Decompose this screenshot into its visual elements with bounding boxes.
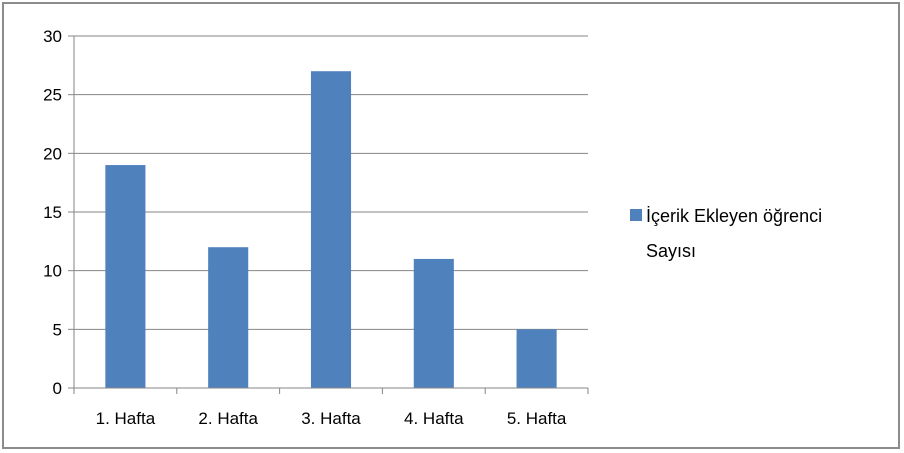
legend-swatch <box>630 209 642 221</box>
bar <box>105 165 146 388</box>
x-tick-labels: 1. Hafta 2. Hafta 3. Hafta 4. Hafta 5. Hafta <box>96 409 567 428</box>
y-tick-label: 10 <box>43 262 62 281</box>
y-tick-label: 20 <box>43 144 62 163</box>
legend: İçerik Ekleyen öğrenci Sayısı <box>630 206 822 261</box>
y-tick-label: 25 <box>43 86 62 105</box>
x-tick-label: 2. Hafta <box>198 409 258 428</box>
x-tick-label: 3. Hafta <box>301 409 361 428</box>
legend-label-line-2: Sayısı <box>646 241 696 261</box>
y-tick-label: 15 <box>43 203 62 222</box>
y-tick-label: 5 <box>53 320 62 339</box>
legend-label-line-1: İçerik Ekleyen öğrenci <box>646 206 822 226</box>
bar <box>413 258 454 388</box>
x-tick-label: 5. Hafta <box>507 409 567 428</box>
y-tick-label: 0 <box>53 379 62 398</box>
y-tick-labels: 0 5 10 15 20 25 30 <box>43 27 62 398</box>
x-tick-label: 4. Hafta <box>404 409 464 428</box>
bar <box>310 71 352 388</box>
axes <box>68 35 589 394</box>
bar <box>208 247 249 388</box>
bars <box>105 71 557 388</box>
bar <box>516 329 557 388</box>
y-tick-label: 30 <box>43 27 62 46</box>
x-tick-label: 1. Hafta <box>96 409 156 428</box>
